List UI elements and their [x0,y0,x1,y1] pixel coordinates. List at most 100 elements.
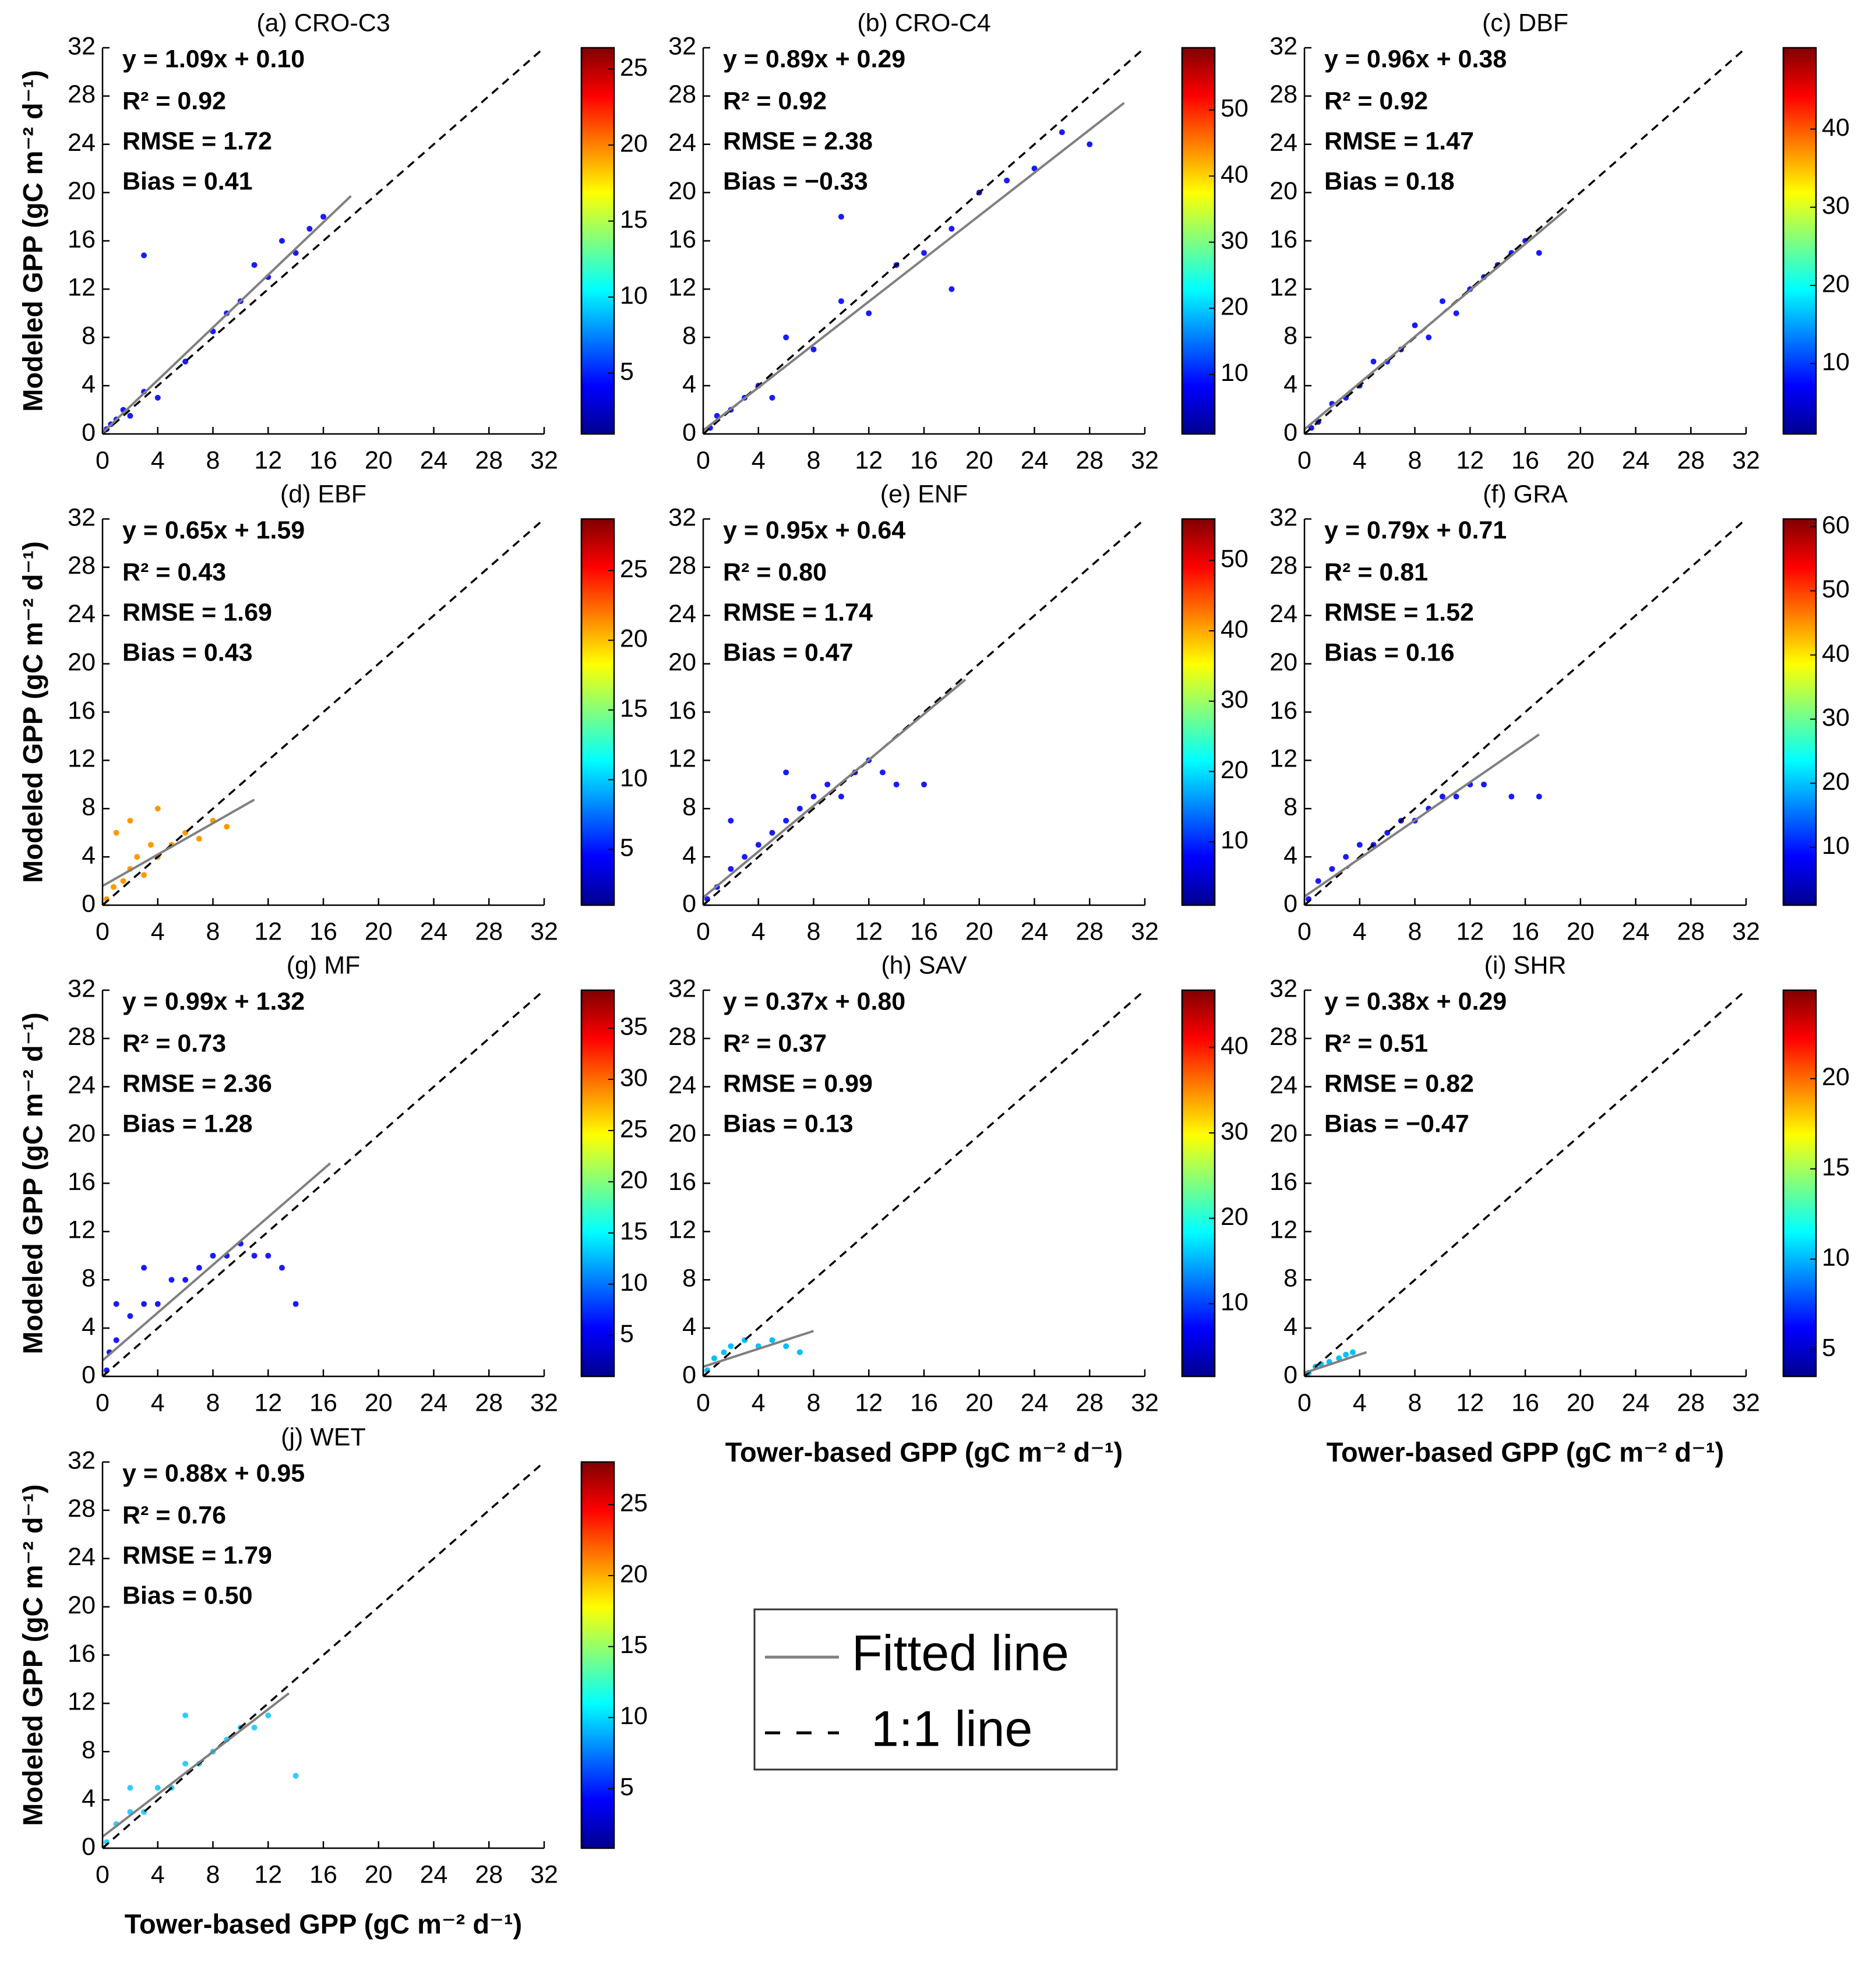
y-tick-label: 16 [68,1640,96,1668]
x-tick-label: 20 [965,446,993,474]
point [1031,165,1038,172]
x-tick-label: 12 [1456,917,1484,945]
point [1412,322,1418,329]
point [796,1349,803,1355]
colorbar-tick-label: 25 [620,54,648,82]
stat-text: y = 0.96x + 0.38 [1324,45,1507,73]
y-tick-label: 8 [82,793,96,821]
colorbar-tick-label: 5 [620,1773,634,1801]
y-tick-label: 12 [68,1688,96,1716]
colorbar-tick-label: 60 [1822,511,1850,539]
colorbar-tick-label: 10 [1822,348,1850,376]
x-tick-label: 4 [151,446,165,474]
panel-title: (i) SHR [1484,951,1567,979]
y-tick-label: 24 [1270,129,1297,157]
stat-text: R² = 0.43 [122,558,226,586]
point [1480,781,1487,787]
point [265,1712,271,1719]
y-tick-label: 32 [668,503,696,531]
colorbar-tick-label: 40 [1221,161,1249,189]
y-tick-label: 32 [68,32,96,60]
y-tick-label: 16 [1270,697,1297,725]
colorbar-tick-label: 15 [1822,1153,1850,1181]
y-tick-label: 24 [668,600,696,628]
fitted-line [702,679,967,899]
panel: 0 4 8 12 16 20 24 28 32 0 4 8 12 16 20 24 28 32 (h) SAV y =… [668,951,1249,1467]
x-tick-label: 32 [530,917,558,945]
y-tick-label: 8 [82,1265,96,1293]
y-tick-label: 20 [1270,648,1297,676]
stat-text: Bias = 0.41 [122,167,253,195]
y-axis-label: Modeled GPP (gC m⁻² d⁻¹) [17,541,48,883]
point [224,824,230,830]
point [127,817,133,824]
colorbar [1782,47,1817,435]
x-axis-label: Tower-based GPP (gC m⁻² d⁻¹) [725,1436,1123,1467]
stat-text: RMSE = 1.69 [122,598,272,626]
x-tick-label: 24 [1622,1389,1650,1417]
point [265,1252,271,1259]
x-tick-label: 16 [309,1389,337,1417]
stat-text: y = 0.38x + 0.29 [1324,987,1507,1015]
x-tick-label: 20 [965,917,993,945]
colorbar-tick-label: 10 [1822,832,1850,860]
panel: 0 4 8 12 16 20 24 28 32 0 4 8 12 16 20 24 28 32 (e) ENF y =… [668,480,1249,945]
point [182,1760,189,1767]
point [1343,854,1349,860]
point [141,1265,147,1271]
y-tick-label: 4 [82,841,96,869]
point [306,225,313,232]
y-tick-label: 32 [668,32,696,60]
panel-title: (f) GRA [1483,480,1568,508]
y-tick-label: 4 [682,370,696,398]
x-tick-label: 16 [910,446,938,474]
y-tick-label: 4 [1283,370,1297,398]
x-tick-label: 28 [1677,1389,1705,1417]
x-tick-label: 4 [151,917,165,945]
colorbar-tick-label: 5 [1822,1334,1836,1362]
point [196,836,202,842]
y-tick-label: 0 [682,889,696,917]
colorbar-tick-label: 20 [1822,270,1850,298]
x-tick-label: 32 [1131,446,1159,474]
point [948,286,955,292]
panel-title: (d) EBF [280,480,366,508]
y-tick-label: 28 [68,552,96,580]
panel-title: (b) CRO-C4 [857,9,990,37]
x-tick-label: 24 [1622,917,1650,945]
panel-title: (e) ENF [880,480,968,508]
panel: 0 4 8 12 16 20 24 28 32 0 4 8 12 16 20 24 28 32 (i) SHR y =… [1270,951,1850,1467]
x-tick-label: 0 [696,1389,710,1417]
point [292,1772,299,1779]
point [1329,866,1335,872]
y-tick-label: 16 [1270,225,1297,253]
x-tick-label: 24 [420,1389,448,1417]
x-tick-label: 4 [752,1389,766,1417]
x-tick-label: 4 [1353,1389,1367,1417]
y-tick-label: 32 [1270,974,1297,1002]
point [251,1252,258,1259]
point [154,1785,161,1791]
stat-text: R² = 0.80 [723,558,827,586]
y-tick-label: 12 [68,745,96,773]
colorbar-tick-label: 30 [620,1064,648,1092]
y-tick-label: 8 [682,1265,696,1293]
x-tick-label: 4 [752,917,766,945]
y-tick-label: 16 [668,697,696,725]
y-tick-label: 16 [68,225,96,253]
panel: 0 4 8 12 16 20 24 28 32 0 4 8 12 16 20 24 28 32 (a) CRO-C3… [17,9,647,474]
x-tick-label: 12 [254,1860,282,1888]
point [127,412,133,419]
x-tick-label: 12 [1456,1389,1484,1417]
y-tick-label: 24 [68,1543,96,1571]
x-tick-label: 12 [855,1389,883,1417]
x-tick-label: 8 [206,446,220,474]
y-tick-label: 20 [668,177,696,205]
colorbar-tick-label: 5 [620,834,634,862]
fitted-line [101,195,352,434]
y-tick-label: 0 [82,418,96,446]
y-axis-label: Modeled GPP (gC m⁻² d⁻¹) [17,70,48,412]
colorbar-tick-label: 50 [1822,575,1850,603]
y-tick-label: 28 [668,1023,696,1051]
stat-text: RMSE = 2.38 [723,127,873,155]
